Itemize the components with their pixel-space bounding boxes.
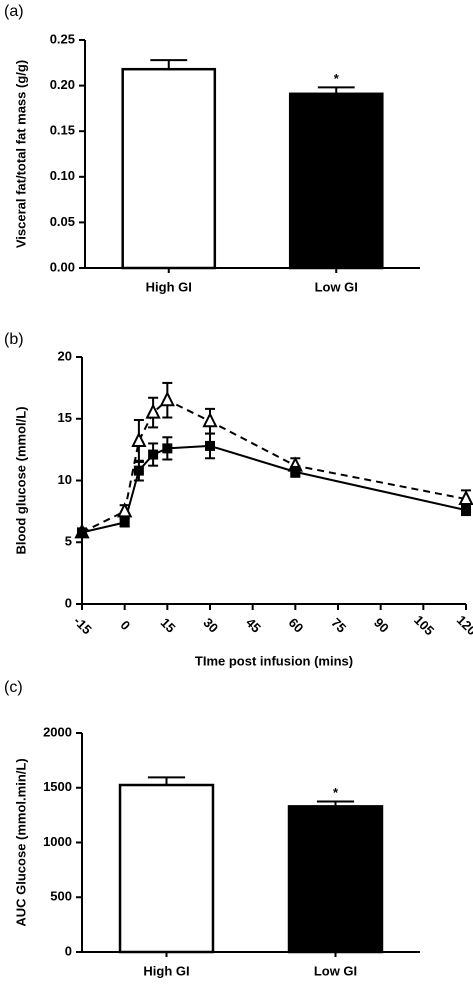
point bbox=[77, 527, 87, 538]
point bbox=[458, 489, 473, 506]
bar bbox=[288, 92, 384, 270]
y-tick-label: 2000 bbox=[43, 724, 72, 739]
y-tick-label: 0.20 bbox=[50, 77, 75, 92]
x-tick-label: 120 bbox=[454, 612, 473, 638]
y-tick-label: 5 bbox=[65, 534, 72, 549]
y-tick-label: 0.15 bbox=[50, 123, 75, 138]
annotation: * bbox=[334, 71, 340, 86]
point bbox=[202, 411, 218, 428]
y-tick-label: 20 bbox=[58, 348, 72, 363]
panel-label: (c) bbox=[4, 679, 23, 696]
panel-label: (b) bbox=[4, 331, 24, 348]
point bbox=[133, 465, 144, 476]
annotation: * bbox=[333, 785, 339, 800]
y-tick-label: 0 bbox=[65, 595, 72, 610]
bar bbox=[287, 805, 384, 954]
x-tick-label: 60 bbox=[286, 615, 307, 636]
x-tick-label: Low GI bbox=[315, 279, 358, 294]
y-axis-title: Blood glucose (mmol/L) bbox=[13, 406, 28, 554]
x-tick-label: 0 bbox=[118, 617, 134, 633]
y-axis-title: AUC Glucose (mmol.min/L) bbox=[13, 758, 28, 926]
x-tick-label: -15 bbox=[71, 613, 95, 637]
x-tick-label: Low GI bbox=[314, 963, 357, 978]
point bbox=[461, 505, 471, 516]
point bbox=[148, 449, 159, 460]
y-tick-label: 0.25 bbox=[50, 31, 75, 46]
y-tick-label: 15 bbox=[58, 410, 72, 425]
x-tick-label: High GI bbox=[143, 963, 189, 978]
x-tick-label: 75 bbox=[328, 615, 349, 636]
panel-label: (a) bbox=[4, 3, 24, 20]
x-tick-label: 90 bbox=[371, 615, 392, 636]
y-tick-label: 1500 bbox=[43, 779, 72, 794]
point bbox=[119, 517, 130, 528]
y-tick-label: 0.05 bbox=[50, 214, 75, 229]
bar bbox=[118, 783, 215, 954]
point bbox=[131, 431, 147, 447]
y-axis-title: Visceral fat/total fat mass (g/g) bbox=[13, 60, 28, 248]
point bbox=[117, 502, 133, 518]
bar bbox=[121, 67, 217, 270]
x-axis-title: TIme post infusion (mins) bbox=[195, 653, 353, 668]
x-tick-label: 30 bbox=[200, 615, 221, 636]
point bbox=[205, 440, 215, 451]
x-tick-label: High GI bbox=[146, 279, 192, 294]
point bbox=[159, 390, 175, 407]
point bbox=[145, 403, 161, 419]
y-tick-label: 1000 bbox=[43, 834, 72, 849]
series-line bbox=[81, 399, 467, 534]
y-tick-label: 0.10 bbox=[50, 168, 75, 183]
point bbox=[162, 443, 173, 454]
x-tick-label: 105 bbox=[411, 612, 437, 638]
y-tick-label: 0.00 bbox=[50, 259, 75, 274]
y-tick-label: 0 bbox=[65, 943, 72, 958]
x-tick-label: 15 bbox=[158, 615, 179, 636]
x-tick-label: 45 bbox=[243, 615, 264, 636]
y-tick-label: 10 bbox=[58, 472, 72, 487]
y-tick-label: 500 bbox=[50, 889, 72, 904]
point bbox=[290, 466, 301, 477]
